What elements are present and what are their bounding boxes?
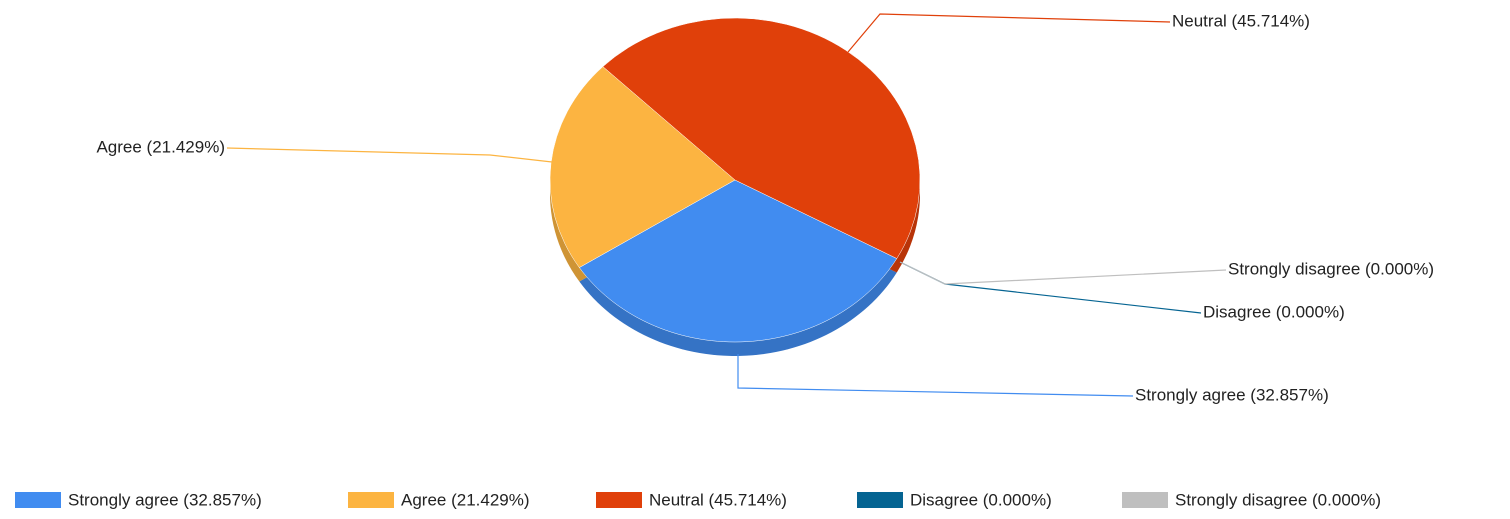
legend-swatch — [596, 492, 642, 508]
legend-label: Agree (21.429%) — [401, 490, 530, 509]
slice — [735, 180, 897, 259]
leader-line — [899, 261, 1202, 314]
slice — [602, 17, 921, 259]
legend-label: Strongly disagree (0.000%) — [1175, 490, 1381, 509]
legend-swatch — [857, 492, 903, 508]
legend-label: Disagree (0.000%) — [910, 490, 1052, 509]
leader-line — [737, 354, 1134, 397]
legend-swatch — [15, 492, 61, 508]
legend-swatch — [1122, 492, 1168, 508]
leader-line — [899, 261, 1227, 285]
legend-swatch — [348, 492, 394, 508]
legend-label: Strongly agree (32.857%) — [68, 490, 262, 509]
slice — [578, 179, 898, 343]
data-label: Strongly disagree (0.000%) — [1228, 259, 1434, 278]
leader-line — [847, 13, 1171, 53]
leader-line — [226, 147, 553, 163]
slice — [549, 66, 736, 268]
data-label: Agree (21.429%) — [96, 137, 225, 156]
data-label: Disagree (0.000%) — [1203, 302, 1345, 321]
legend-label: Neutral (45.714%) — [649, 490, 787, 509]
data-label: Neutral (45.714%) — [1172, 11, 1310, 30]
data-label: Strongly agree (32.857%) — [1135, 385, 1329, 404]
